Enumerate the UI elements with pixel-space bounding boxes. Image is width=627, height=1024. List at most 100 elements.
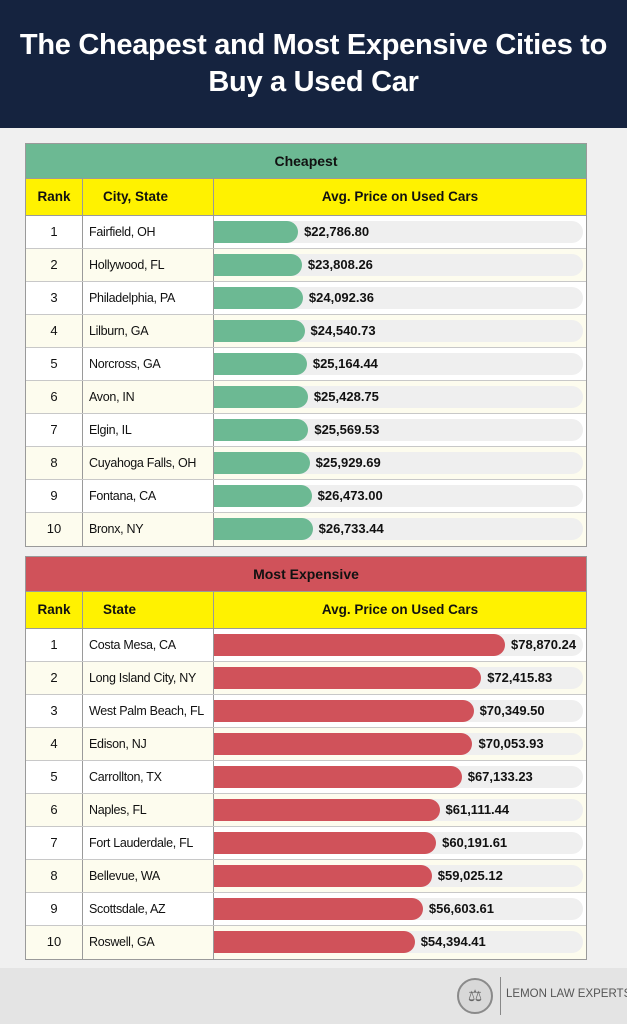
- price-bar: [214, 799, 440, 821]
- price-bar: [214, 898, 423, 920]
- price-cell: $25,929.69: [214, 447, 586, 479]
- price-cell: $25,428.75: [214, 381, 586, 413]
- bar-track: [214, 287, 583, 309]
- price-label: $70,349.50: [479, 703, 545, 718]
- city-cell: Bellevue, WA: [83, 860, 214, 892]
- rank-cell: 2: [26, 662, 83, 694]
- table-row: 9 Scottsdale, AZ $56,603.61: [26, 893, 586, 926]
- price-label: $78,870.24: [511, 637, 577, 652]
- city-cell: Roswell, GA: [83, 926, 214, 959]
- rank-cell: 10: [26, 926, 83, 959]
- rank-cell: 1: [26, 629, 83, 661]
- table-row: 5 Norcross, GA $25,164.44: [26, 348, 586, 381]
- price-bar: [214, 667, 482, 689]
- price-label: $59,025.12: [437, 868, 503, 883]
- city-cell: Long Island City, NY: [83, 662, 214, 694]
- rank-cell: 2: [26, 249, 83, 281]
- column-header: Avg. Price on Used Cars: [321, 602, 479, 617]
- section-header: Most Expensive: [26, 557, 586, 592]
- rank-cell: 6: [26, 381, 83, 413]
- city-cell: Elgin, IL: [83, 414, 214, 446]
- city-cell: Philadelphia, PA: [83, 282, 214, 314]
- price-cell: $67,133.23: [214, 761, 586, 793]
- price-cell: $24,540.73: [214, 315, 586, 347]
- price-cell: $22,786.80: [214, 216, 586, 248]
- rank-cell: 9: [26, 480, 83, 512]
- column-header: City, State: [83, 179, 214, 215]
- cheapest-table: Cheapest Rank City, State Avg. Price on Use…: [25, 143, 587, 547]
- table-row: 1 Costa Mesa, CA $78,870.24: [26, 629, 586, 662]
- city-cell: Costa Mesa, CA: [83, 629, 214, 661]
- price-label: $25,569.53: [314, 422, 380, 437]
- rank-cell: 1: [26, 216, 83, 248]
- price-label: $25,164.44: [312, 356, 378, 371]
- rank-cell: 4: [26, 315, 83, 347]
- table-row: 5 Carrollton, TX $67,133.23: [26, 761, 586, 794]
- price-cell: $60,191.61: [214, 827, 586, 859]
- price-cell: $25,569.53: [214, 414, 586, 446]
- bar-track: [214, 254, 583, 276]
- rank-cell: 7: [26, 414, 83, 446]
- brand-name: LEMON LAW EXPERTS: [506, 988, 627, 1000]
- table-row: 1 Fairfield, OH $22,786.80: [26, 216, 586, 249]
- rank-cell: 5: [26, 761, 83, 793]
- city-cell: Cuyahoga Falls, OH: [83, 447, 214, 479]
- price-cell: $59,025.12: [214, 860, 586, 892]
- table-row: 7 Fort Lauderdale, FL $60,191.61: [26, 827, 586, 860]
- city-cell: West Palm Beach, FL: [83, 695, 214, 727]
- price-label: $25,428.75: [313, 389, 379, 404]
- column-headers: Rank State Avg. Price on Used Cars: [26, 592, 586, 629]
- city-cell: Fort Lauderdale, FL: [83, 827, 214, 859]
- price-cell: $26,733.44: [214, 513, 586, 546]
- price-bar: [214, 766, 462, 788]
- column-header: Avg. Price on Used Cars: [321, 189, 479, 204]
- price-bar: [214, 518, 313, 540]
- table-row: 10 Bronx, NY $26,733.44: [26, 513, 586, 546]
- city-cell: Hollywood, FL: [83, 249, 214, 281]
- rank-cell: 5: [26, 348, 83, 380]
- price-bar: [214, 386, 308, 408]
- rank-cell: 9: [26, 893, 83, 925]
- table-row: 4 Edison, NJ $70,053.93: [26, 728, 586, 761]
- price-label: $72,415.83: [487, 670, 553, 685]
- city-cell: Edison, NJ: [83, 728, 214, 760]
- table-row: 9 Fontana, CA $26,473.00: [26, 480, 586, 513]
- table-row: 3 Philadelphia, PA $24,092.36: [26, 282, 586, 315]
- price-label: $26,733.44: [318, 521, 384, 536]
- bar-track: [214, 353, 583, 375]
- column-headers: Rank City, State Avg. Price on Used Cars: [26, 179, 586, 216]
- bar-track: [214, 221, 583, 243]
- table-row: 2 Long Island City, NY $72,415.83: [26, 662, 586, 695]
- table-row: 8 Bellevue, WA $59,025.12: [26, 860, 586, 893]
- city-cell: Avon, IN: [83, 381, 214, 413]
- price-label: $26,473.00: [317, 488, 383, 503]
- price-cell: $78,870.24: [214, 629, 586, 661]
- scales-of-justice-logo-icon: [457, 978, 493, 1014]
- table-row: 2 Hollywood, FL $23,808.26: [26, 249, 586, 282]
- price-cell: $70,349.50: [214, 695, 586, 727]
- price-label: $60,191.61: [442, 835, 508, 850]
- price-label: $24,092.36: [308, 290, 374, 305]
- price-label: $70,053.93: [478, 736, 544, 751]
- rank-cell: 6: [26, 794, 83, 826]
- price-bar: [214, 733, 473, 755]
- rank-cell: 3: [26, 282, 83, 314]
- table-row: 10 Roswell, GA $54,394.41: [26, 926, 586, 959]
- table-row: 3 West Palm Beach, FL $70,349.50: [26, 695, 586, 728]
- column-header: Rank: [26, 592, 83, 628]
- rank-cell: 10: [26, 513, 83, 546]
- price-bar: [214, 832, 437, 854]
- price-label: $67,133.23: [467, 769, 533, 784]
- price-label: $61,111.44: [445, 802, 510, 817]
- rank-cell: 8: [26, 447, 83, 479]
- rank-cell: 3: [26, 695, 83, 727]
- city-cell: Fontana, CA: [83, 480, 214, 512]
- column-header: State: [83, 592, 214, 628]
- price-bar: [214, 320, 305, 342]
- city-cell: Naples, FL: [83, 794, 214, 826]
- city-cell: Fairfield, OH: [83, 216, 214, 248]
- price-bar: [214, 221, 299, 243]
- city-cell: Bronx, NY: [83, 513, 214, 546]
- table-row: 6 Naples, FL $61,111.44: [26, 794, 586, 827]
- price-bar: [214, 353, 307, 375]
